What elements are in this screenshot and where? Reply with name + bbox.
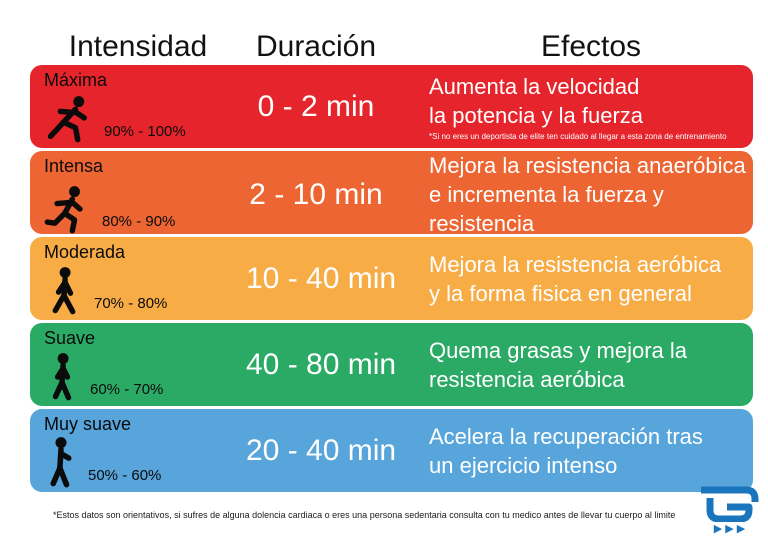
effects-line-2: e incrementa la fuerza y resistencia <box>429 182 664 236</box>
effects-cell: Acelera la recuperación tras un ejercici… <box>386 422 753 480</box>
column-header-intensidad: Intensidad <box>68 30 208 63</box>
duration-value: 20 - 40 min <box>246 433 397 467</box>
effects-line-1: Mejora la resistencia anaeróbica <box>429 153 746 178</box>
column-header-duracion: Duración <box>255 30 377 63</box>
effects-line-2: resistencia aeróbica <box>429 366 625 392</box>
elite-warning-note: *Si no eres un deportista de elite ten c… <box>429 131 727 141</box>
effects-line-2: la potencia y la fuerza <box>429 102 644 128</box>
intensity-level-label: Máxima <box>44 70 108 90</box>
effects-line-1: Mejora la resistencia aeróbica <box>429 251 722 277</box>
effects-line-2: y la forma fisica en general <box>429 280 692 306</box>
intensity-level-label: Intensa <box>44 156 104 176</box>
walking-person-icon <box>44 262 84 316</box>
duration-value: 2 - 10 min <box>249 177 383 211</box>
row-moderada: Moderada 70% - 80% 10 <box>30 237 753 320</box>
table-header: Intensidad Duración Efectos <box>30 26 753 62</box>
g-brand-logo: ▶▶▶ <box>700 486 762 535</box>
running-person-icon <box>44 176 92 234</box>
heart-rate-range: 90% - 100% <box>104 123 186 140</box>
effects-line-1: Quema grasas y mejora la <box>429 337 687 363</box>
column-header-efectos: Efectos <box>540 30 642 63</box>
intensity-cell: Moderada 70% - 80% <box>30 237 246 320</box>
effects-line-1: Aumenta la velocidad <box>429 73 640 99</box>
footer-disclaimer: *Estos datos son orientativos, si sufres… <box>53 510 676 520</box>
intensity-level-label: Moderada <box>44 242 126 262</box>
duration-value: 40 - 80 min <box>246 347 397 381</box>
effects-cell: Mejora la resistencia aeróbica y la form… <box>386 250 753 308</box>
heart-rate-range: 60% - 70% <box>90 381 164 398</box>
effects-cell: Quema grasas y mejora la resistencia aer… <box>386 336 753 394</box>
intensity-cell: Máxima 90% - 100% <box>30 65 246 148</box>
slow-walking-person-icon <box>44 348 80 402</box>
effects-cell: Aumenta la velocidad la potencia y la fu… <box>386 72 753 142</box>
effects-line-1: Acelera la recuperación tras <box>429 423 703 449</box>
intensity-level-label: Suave <box>44 328 96 348</box>
row-suave: Suave 60% - 70% 40 - <box>30 323 753 406</box>
intensity-level-label: Muy suave <box>44 414 132 434</box>
intensity-cell: Suave 60% - 70% <box>30 323 246 406</box>
duration-value: 0 - 2 min <box>257 89 375 123</box>
intensity-cell: Muy suave 50% - 60% <box>30 409 246 492</box>
logo-arrows-icon: ▶▶▶ <box>713 523 749 535</box>
sprinting-person-icon <box>44 90 94 144</box>
row-maxima: Máxima 90% - 100% 0 - <box>30 65 753 148</box>
intensity-cell: Intensa 80% - 90% <box>30 151 246 238</box>
row-intensa: Intensa 80% - 90% 2 - <box>30 151 753 236</box>
effects-cell: Mejora la resistencia anaeróbica e incre… <box>386 151 753 238</box>
g-logo-icon <box>700 486 762 522</box>
heart-rate-range: 80% - 90% <box>102 213 176 230</box>
effects-line-2: un ejercicio intenso <box>429 452 618 478</box>
row-muy-suave: Muy suave 50% - 60% 20 - 40 min <box>30 409 753 492</box>
intensity-rows: Máxima 90% - 100% 0 - <box>0 65 768 492</box>
heart-rate-range: 70% - 80% <box>94 295 168 312</box>
duration-value: 10 - 40 min <box>246 261 397 295</box>
heart-rate-range: 50% - 60% <box>88 467 162 484</box>
strolling-person-icon <box>44 434 78 488</box>
